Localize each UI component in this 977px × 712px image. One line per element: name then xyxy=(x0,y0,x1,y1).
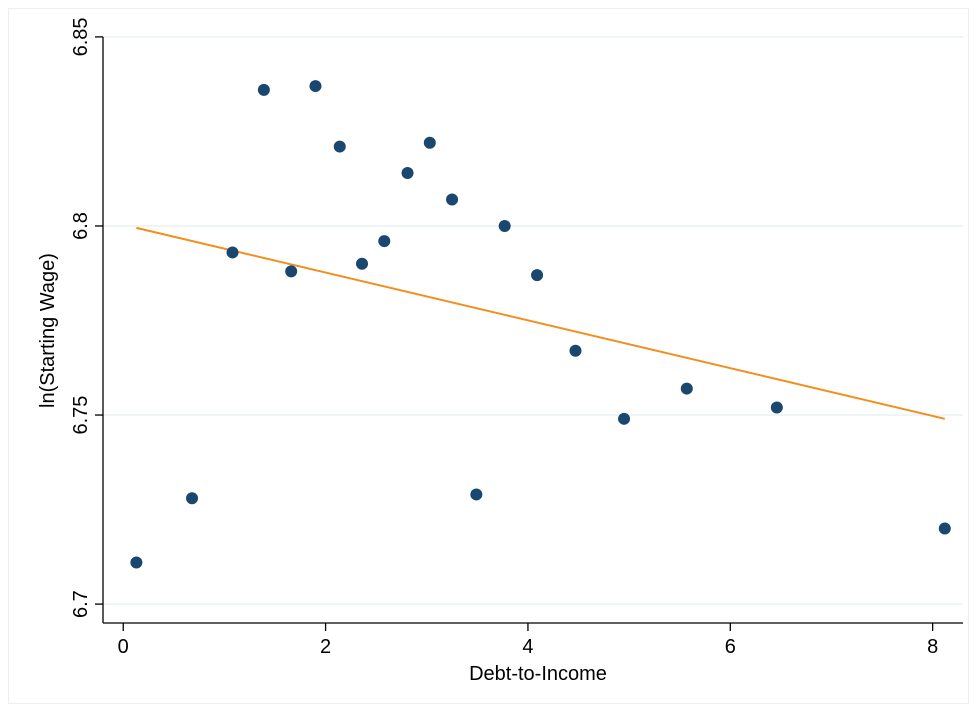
data-point-19 xyxy=(938,522,951,535)
data-point-8 xyxy=(378,235,391,248)
fit-line xyxy=(136,226,946,420)
x-axis-title: Debt-to-Income xyxy=(469,663,607,685)
axes xyxy=(102,36,963,624)
x-tick-label-0: 0 xyxy=(118,636,129,658)
data-point-17 xyxy=(680,382,693,395)
data-point-0 xyxy=(130,556,143,569)
data-point-5 xyxy=(309,80,322,93)
data-point-2 xyxy=(226,246,239,259)
data-point-11 xyxy=(446,193,459,206)
y-tick-label-0: 6.7 xyxy=(70,590,92,618)
data-point-16 xyxy=(618,412,631,425)
data-point-12 xyxy=(470,488,483,501)
x-axis-ticks: 0 2 4 6 8 xyxy=(118,623,938,658)
x-tick-label-1: 2 xyxy=(320,636,331,658)
x-tick-label-3: 6 xyxy=(725,636,736,658)
gridlines xyxy=(103,36,963,605)
data-point-18 xyxy=(770,401,783,414)
data-point-7 xyxy=(356,257,369,270)
y-tick-label-3: 6.85 xyxy=(70,17,92,56)
x-tick-label-2: 4 xyxy=(522,636,533,658)
data-point-14 xyxy=(531,269,544,282)
fit-line-layer xyxy=(136,226,946,420)
data-point-10 xyxy=(423,136,436,149)
chart-frame xyxy=(8,8,969,704)
y-tick-label-1: 6.75 xyxy=(70,396,92,435)
data-point-13 xyxy=(498,219,511,232)
data-point-9 xyxy=(401,167,414,180)
data-points xyxy=(130,80,951,569)
data-point-15 xyxy=(569,344,582,357)
data-point-1 xyxy=(186,492,199,505)
y-tick-label-2: 6.8 xyxy=(70,212,92,240)
data-point-3 xyxy=(257,83,270,96)
data-point-4 xyxy=(285,265,298,278)
data-point-6 xyxy=(333,140,346,153)
x-tick-label-4: 8 xyxy=(927,636,938,658)
y-axis-title: ln(Starting Wage) xyxy=(37,253,59,408)
y-axis-ticks: 6.7 6.75 6.8 6.85 xyxy=(70,17,103,618)
